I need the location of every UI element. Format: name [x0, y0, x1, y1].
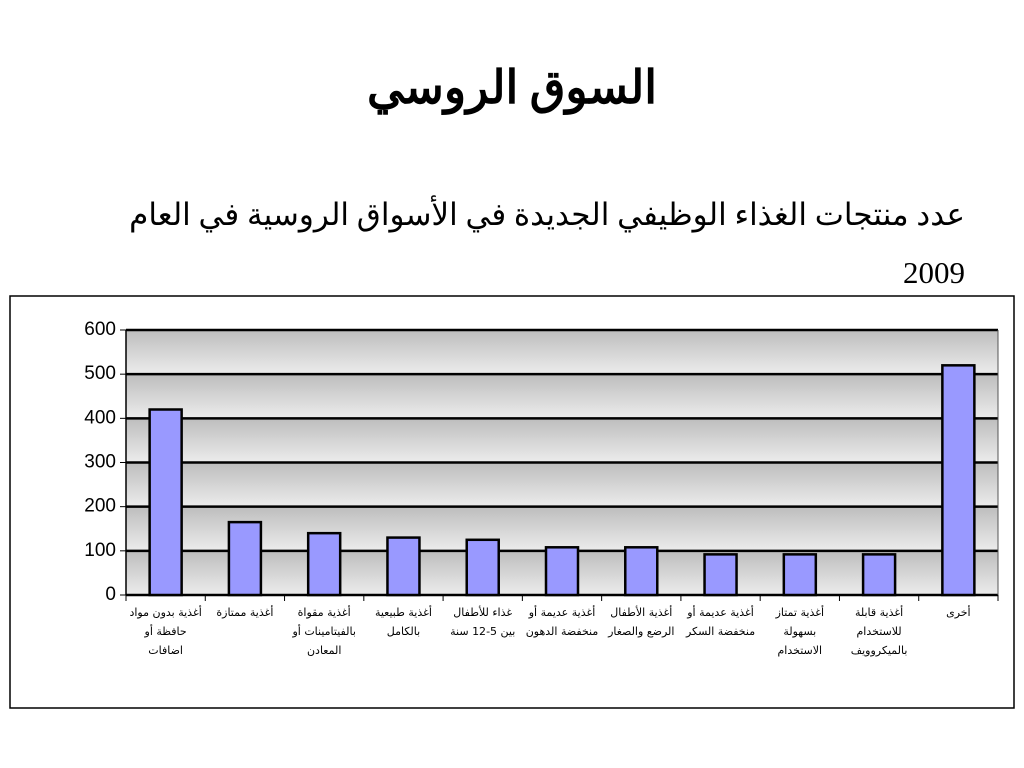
- bar: [624, 546, 659, 597]
- plot-band: [126, 330, 998, 375]
- slide-subtitle: عدد منتجات الغذاء الوظيفي الجديدة في الأ…: [129, 197, 965, 290]
- bar: [861, 553, 897, 597]
- bar: [386, 536, 421, 597]
- bar: [465, 538, 500, 597]
- x-tick-label: أغذية تمتاز بسهولة الاستخدام: [775, 606, 825, 657]
- x-tick-label: أغذية ممتازة: [216, 606, 274, 619]
- x-tick-label: أغذية الأطفال الرضع والصغار: [608, 606, 675, 638]
- bar: [306, 531, 342, 597]
- y-tick-label: 100: [84, 540, 116, 561]
- y-tick-label: 0: [105, 584, 116, 605]
- bar: [703, 553, 738, 597]
- x-tick-label: غذاء للأطفال بين 5-12 سنة: [450, 606, 516, 638]
- y-tick-label: 500: [84, 363, 116, 384]
- plot-band: [126, 418, 998, 463]
- bar: [941, 364, 976, 597]
- x-tick-label: أغذية عديمة أو منخفضة السكر: [685, 606, 756, 638]
- bar: [227, 520, 263, 597]
- y-tick-label: 200: [84, 496, 116, 517]
- slide-title: السوق الروسي: [366, 62, 658, 113]
- bar: [782, 553, 818, 597]
- x-tick-label: أغذية بدون مواد حافظة أو اضافات: [129, 606, 202, 657]
- plot-band: [126, 506, 998, 551]
- x-tick-label: أغذية قابلة للاستخدام بالميكروويف: [850, 606, 908, 657]
- x-tick-label: أغذية طبيعية بالكامل: [374, 606, 432, 638]
- plot-band: [126, 374, 998, 419]
- x-tick-label: أغذية مقواة بالفيتامينات أو المعادن: [292, 606, 356, 657]
- plot-band: [126, 462, 998, 507]
- y-tick-label: 300: [84, 452, 116, 473]
- y-tick-label: 400: [84, 407, 116, 428]
- bar: [544, 546, 580, 597]
- x-tick-label: أخرى: [946, 606, 971, 619]
- bar: [148, 408, 183, 597]
- y-tick-label: 600: [84, 319, 116, 340]
- x-tick-label: أغذية عديمة أو منخفضة الدهون: [525, 606, 599, 638]
